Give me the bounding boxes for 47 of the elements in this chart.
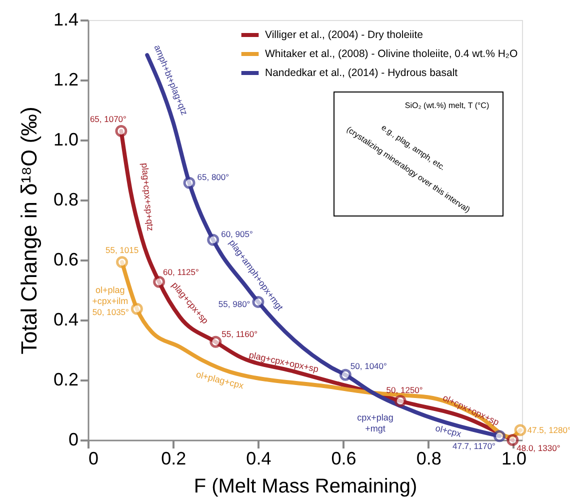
- point: [506, 434, 519, 446]
- point: [394, 395, 406, 407]
- point: [207, 234, 220, 246]
- x-axis-title: F (Melt Mass Remaining): [194, 476, 418, 498]
- x-tick-label: 0.2: [161, 448, 186, 468]
- point: [153, 276, 166, 288]
- data-label: 60, 905°: [221, 228, 253, 239]
- point: [210, 336, 222, 348]
- legend-label: Villiger et al., (2004) - Dry tholeiite: [265, 29, 424, 41]
- y-tick-label: 1.2: [53, 70, 78, 90]
- point: [339, 368, 352, 381]
- point: [115, 125, 128, 137]
- data-label: 55, 1015: [105, 245, 139, 256]
- data-label: 55, 1160°: [222, 328, 258, 339]
- x-tick-label: 0: [88, 448, 99, 468]
- data-label: 50, 1040°: [350, 360, 387, 371]
- data-label: 48.0, 1330°: [516, 443, 560, 453]
- data-label: 65, 1070°: [90, 114, 126, 124]
- point: [130, 302, 143, 315]
- y-tick-label: 1.4: [53, 10, 78, 30]
- data-label: 50, 1035°: [92, 306, 129, 317]
- point: [514, 424, 526, 436]
- annotation: plag+cpx+sp+qtz: [140, 162, 156, 232]
- annotation: ol+cpx: [434, 422, 463, 440]
- x-tick-label: 0.8: [416, 448, 442, 468]
- legend-label: Whitaker et al., (2008) - Olivine tholeiite, 0.4 wt.% H₂O: [265, 48, 518, 60]
- point: [493, 430, 506, 442]
- point: [183, 176, 196, 189]
- annotation: ol+plag +cpx+ilm: [92, 285, 128, 306]
- y-tick-label: 0: [68, 430, 78, 450]
- point: [116, 256, 128, 268]
- x-tick-label: 0.6: [331, 448, 356, 468]
- y-tick-label: 0.8: [53, 190, 78, 210]
- y-tick-label: 0.4: [53, 310, 78, 330]
- y-tick-label: 0.6: [53, 250, 78, 270]
- data-label: 47.7, 1170°: [452, 441, 496, 452]
- annotation: cpx+plag +mgt: [357, 412, 394, 434]
- y-axis-title: Total Change in δ¹⁸O (‰): [16, 106, 42, 354]
- y-tick-label: 0.2: [53, 370, 78, 390]
- x-tick-label: 0.4: [246, 448, 272, 468]
- data-label: 60, 1125°: [163, 266, 199, 277]
- y-tick-label: 1.0: [53, 130, 78, 150]
- legend-label: Nandedkar et al., (2014) - Hydrous basalt: [265, 67, 458, 79]
- data-label: 47.5, 1280°: [527, 425, 570, 436]
- data-label: 65, 800°: [197, 172, 230, 182]
- data-label: 50, 1250°: [386, 385, 423, 395]
- annotation: SiO₂ (wt.%) melt, T (°C): [404, 101, 490, 110]
